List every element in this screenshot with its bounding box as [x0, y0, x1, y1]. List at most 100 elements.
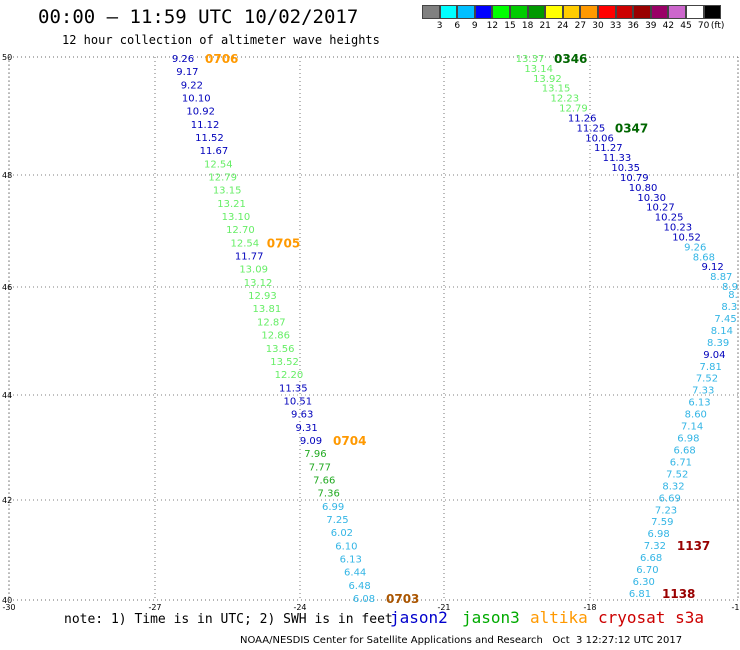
lon-tick-label: -24 — [293, 603, 306, 612]
wave-height-value: 10.51 — [283, 396, 312, 407]
scale-label: 12 — [486, 21, 499, 31]
axis-ticks: 50 48 46 44 42 40-30 -27 -24 -21 -18 -15 — [2, 53, 740, 612]
wave-height-value: 8.60 — [685, 410, 707, 421]
wave-height-value: 13.56 — [266, 344, 295, 355]
wave-height-value: 6.70 — [636, 565, 658, 576]
wave-height-value: 7.33 — [692, 386, 714, 397]
wave-height-value: 7.66 — [313, 475, 335, 486]
wave-height-value: 11.77 — [235, 252, 264, 263]
lat-tick-label: 42 — [2, 496, 12, 505]
lon-tick-label: -27 — [148, 603, 161, 612]
wave-height-value: 12.20 — [275, 370, 304, 381]
time-label: 0703 — [386, 592, 419, 606]
wave-height-value: 9.63 — [291, 410, 313, 421]
wave-height-value: 6.02 — [331, 528, 353, 539]
wave-height-value: 12.54 — [230, 238, 259, 249]
scale-swatch — [615, 5, 634, 19]
scale-swatch — [509, 5, 528, 19]
wave-height-value: 10.35 — [611, 163, 640, 174]
scale-swatch — [545, 5, 563, 19]
scale-swatch — [668, 5, 686, 19]
wave-height-value: 8.32 — [662, 481, 684, 492]
wave-height-value: 13.14 — [524, 64, 553, 75]
wave-height-value: 6.99 — [322, 502, 344, 513]
altimeter-tracks: 9.26 9.17 9.22 10.10 10.92 11.12 11.52 11.67 12.… — [172, 52, 738, 606]
wave-height-value: 11.67 — [200, 146, 229, 157]
wave-height-value: 6.48 — [348, 581, 370, 592]
wave-height-value: 6.30 — [633, 577, 655, 588]
wave-height-value: 8.39 — [707, 338, 729, 349]
wave-height-value: 6.08 — [353, 594, 375, 605]
lat-tick-label: 50 — [2, 53, 12, 62]
page-title: 00:00 – 11:59 UTC 10/02/2017 — [38, 6, 359, 28]
wave-height-value: 6.44 — [344, 568, 366, 579]
wave-height-value: 12.79 — [208, 173, 237, 184]
wave-height-value: 13.15 — [213, 186, 242, 197]
wave-height-value: 7.77 — [309, 462, 331, 473]
scale-label: 27 — [574, 21, 587, 31]
wave-height-value: 10.92 — [186, 107, 215, 118]
wave-height-value: 12.93 — [248, 291, 277, 302]
lat-tick-label: 40 — [2, 596, 12, 605]
wave-height-value: 7.96 — [304, 449, 326, 460]
wave-height-value: 10.79 — [620, 173, 649, 184]
wave-height-value: 7.23 — [655, 505, 677, 516]
scale-label: 18 — [521, 21, 534, 31]
wave-height-value: 7.59 — [651, 517, 673, 528]
scale-label: 15 — [504, 21, 516, 31]
legend-cryosat-s3a: cryosat s3a — [598, 608, 704, 627]
wave-height-value: 9.12 — [701, 262, 723, 273]
wave-height-value: 7.32 — [644, 541, 666, 552]
wave-height-value: 10.06 — [585, 133, 614, 144]
scale-swatch — [457, 5, 475, 19]
legend-jason3: jason3 — [462, 608, 520, 627]
time-label: 1138 — [662, 587, 695, 601]
scale-swatch — [474, 5, 493, 19]
wave-height-value: 11.12 — [191, 120, 220, 131]
wave-height-value: 9.04 — [703, 350, 725, 361]
color-scale — [422, 5, 722, 19]
wave-height-value: 6.68 — [674, 445, 696, 456]
scale-label: 6 — [454, 21, 461, 31]
scale-label: 42 — [662, 21, 675, 31]
scale-swatch — [703, 5, 722, 19]
scale-swatch — [650, 5, 669, 19]
wave-height-value: 9.31 — [295, 423, 317, 434]
wave-height-value: 12.54 — [204, 159, 233, 170]
wave-height-value: 10.10 — [182, 94, 211, 105]
map-frame — [8, 56, 739, 601]
wave-height-value: 13.10 — [222, 212, 251, 223]
wave-height-value: 6.10 — [335, 541, 357, 552]
wave-height-value: 9.26 — [172, 54, 194, 65]
wave-height-value: 13.15 — [542, 84, 571, 95]
wave-height-value: 12.70 — [226, 225, 255, 236]
wave-height-value: 13.52 — [270, 357, 299, 368]
wave-height-value: 7.36 — [318, 489, 340, 500]
wave-height-value: 6.81 — [629, 589, 651, 600]
lat-tick-label: 46 — [2, 283, 12, 292]
scale-label: 33 — [609, 21, 622, 31]
lon-tick-label: -18 — [583, 603, 596, 612]
wave-height-value: 6.13 — [340, 554, 362, 565]
wave-height-value: 9.22 — [181, 80, 203, 91]
note-text: note: 1) Time is in UTC; 2) SWH is in fe… — [64, 612, 393, 627]
lon-tick-label: -21 — [437, 603, 450, 612]
scale-label: 9 — [471, 21, 478, 31]
wave-height-value: 11.26 — [568, 113, 597, 124]
wave-height-value: 7.52 — [696, 374, 718, 385]
scale-swatch — [562, 5, 581, 19]
scale-label: (ft) — [710, 21, 725, 31]
scale-swatch — [597, 5, 616, 19]
lat-tick-label: 44 — [2, 391, 12, 400]
scale-swatch — [685, 5, 704, 19]
wave-height-value: 10.30 — [637, 193, 666, 204]
wave-height-value: 12.23 — [550, 94, 579, 105]
wave-height-value: 6.98 — [647, 529, 669, 540]
wave-height-value: 6.69 — [659, 493, 681, 504]
scale-swatch — [422, 5, 440, 19]
legend-jason2: jason2 — [390, 608, 448, 627]
wave-height-value: 13.09 — [239, 265, 268, 276]
wave-height-value: 7.81 — [700, 362, 722, 373]
legend-altika: altika — [530, 608, 588, 627]
wave-height-value: 11.35 — [279, 383, 308, 394]
